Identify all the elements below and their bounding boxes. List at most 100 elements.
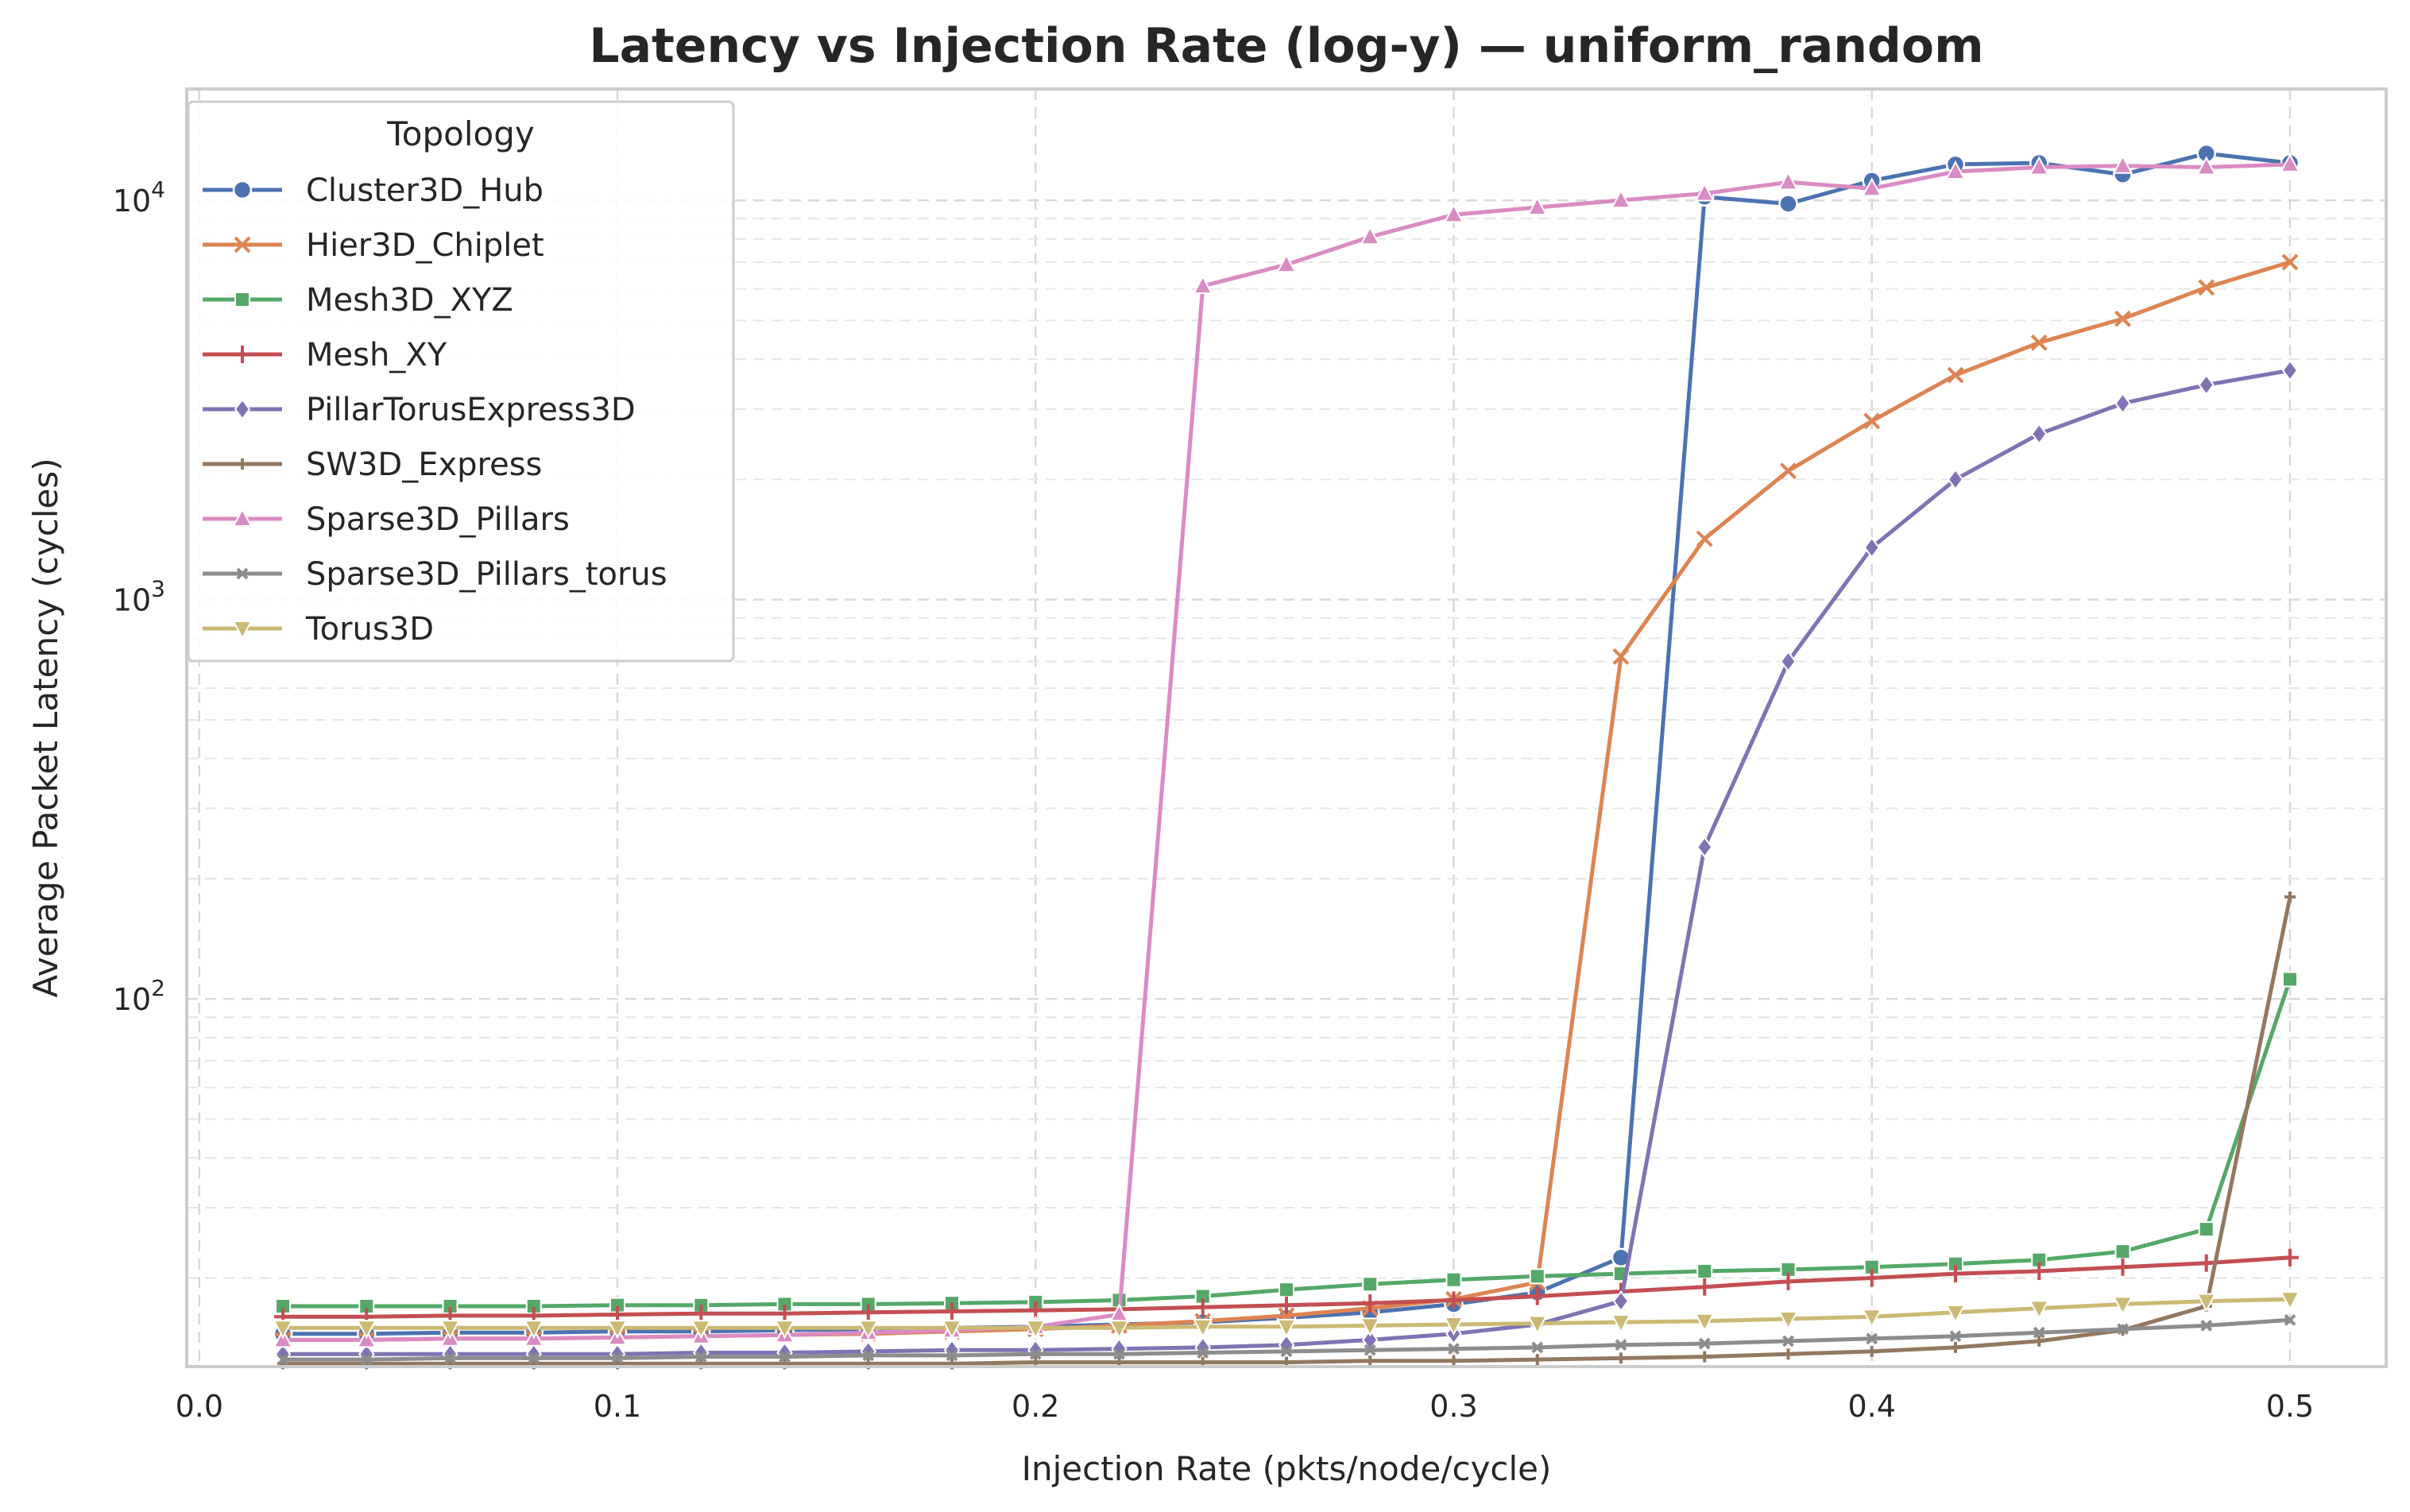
data-point [1193, 1318, 1213, 1339]
grid-lines [187, 89, 2386, 1367]
data-point [692, 1305, 710, 1323]
legend-label: Hier3D_Chiplet [306, 227, 544, 264]
data-point [1113, 1348, 1125, 1360]
data-point [1611, 188, 1631, 209]
data-point [779, 1351, 791, 1363]
data-point [1866, 1345, 1878, 1357]
legend-marker [236, 567, 249, 580]
y-tick-label: 102 [113, 975, 165, 1017]
chart-title: Latency vs Injection Rate (log-y) — unif… [589, 18, 1983, 74]
data-point [1527, 1315, 1548, 1335]
data-point [1193, 274, 1213, 294]
data-point [859, 1303, 877, 1321]
data-point [2114, 393, 2131, 415]
data-point [858, 1320, 879, 1340]
data-point [2114, 1258, 2132, 1276]
data-point [1946, 1265, 1964, 1283]
data-point [1699, 1351, 1711, 1363]
data-point [1443, 203, 1464, 223]
data-point [611, 1352, 624, 1364]
data-point [1615, 1352, 1627, 1364]
data-point [1615, 1339, 1627, 1352]
data-point [1696, 530, 1713, 547]
data-point [273, 1320, 293, 1340]
data-point [1360, 225, 1380, 246]
data-point [2030, 1262, 2048, 1280]
legend-item: Hier3D_Chiplet [203, 227, 544, 264]
x-tick-label: 0.0 [176, 1389, 223, 1424]
data-point [444, 1352, 456, 1364]
series-Sparse3D_Pillars_torus [277, 1313, 2296, 1366]
data-point [2196, 156, 2217, 176]
data-point [1611, 1314, 1631, 1334]
data-point [277, 1353, 289, 1366]
legend-item: Sparse3D_Pillars_torus [203, 556, 667, 593]
data-point [1863, 536, 1880, 559]
data-point [1696, 1263, 1713, 1279]
data-point [528, 1352, 540, 1364]
data-point [2281, 253, 2299, 271]
legend-label: Mesh3D_XYZ [306, 282, 513, 319]
data-point [1945, 1304, 1966, 1324]
data-point [2280, 153, 2300, 172]
data-point [1364, 1344, 1376, 1356]
data-point [1531, 1354, 1543, 1366]
data-point [1863, 1269, 1881, 1287]
data-point [1360, 1317, 1380, 1337]
data-point [943, 1302, 961, 1321]
data-point [1698, 1337, 1711, 1350]
data-point [2197, 1254, 2215, 1272]
legend-item: Mesh_XY [203, 337, 447, 373]
data-point [2112, 1296, 2133, 1316]
data-point [2198, 279, 2215, 296]
legend: Topology Cluster3D_Hub Hier3D_Chiplet Mesh… [187, 100, 735, 663]
data-point [1108, 1320, 1130, 1340]
legend-label: Torus3D [305, 611, 434, 648]
data-point [1612, 1290, 1630, 1313]
data-point [1527, 195, 1548, 216]
data-point [1445, 1271, 1462, 1288]
data-point [1782, 1348, 1794, 1360]
data-point [1612, 648, 1630, 665]
data-point [776, 1305, 794, 1323]
x-tick-label: 0.1 [594, 1389, 641, 1424]
legend-label: Mesh_XY [306, 337, 447, 373]
data-point [360, 1353, 373, 1366]
data-point [1866, 1332, 1878, 1345]
data-point [1947, 366, 1964, 384]
legend-item: SW3D_Express [203, 447, 542, 483]
data-point [1276, 253, 1297, 273]
data-point [1443, 1316, 1464, 1336]
data-series [273, 143, 2300, 1370]
legend-label: Sparse3D_Pillars_torus [306, 556, 667, 593]
data-point [1696, 1278, 1714, 1296]
data-point [2284, 891, 2296, 903]
data-point [1361, 1294, 1379, 1313]
data-point [439, 1320, 461, 1340]
data-point [1029, 1348, 1042, 1360]
data-point [1863, 412, 1881, 430]
data-point [942, 1320, 962, 1340]
data-point [2030, 334, 2048, 351]
legend-item: Mesh3D_XYZ [203, 282, 513, 319]
legend-marker [234, 236, 251, 253]
data-point [1445, 1291, 1463, 1309]
data-point [1025, 1320, 1046, 1340]
data-point [1193, 1298, 1212, 1317]
legend-label: SW3D_Express [306, 447, 542, 483]
data-point [1862, 177, 1882, 197]
x-tick-label: 0.4 [1848, 1389, 1896, 1424]
data-point [2200, 1319, 2213, 1332]
data-point [1778, 171, 1799, 191]
legend-marker [237, 458, 248, 470]
data-point [607, 1320, 628, 1340]
data-point [2281, 359, 2299, 381]
data-point [691, 1320, 711, 1340]
data-point [1448, 1355, 1460, 1367]
data-point [862, 1349, 875, 1362]
legend-box [187, 100, 735, 663]
data-point [2114, 310, 2131, 327]
data-point [2114, 1243, 2131, 1260]
x-tick-label: 0.5 [2266, 1389, 2314, 1424]
